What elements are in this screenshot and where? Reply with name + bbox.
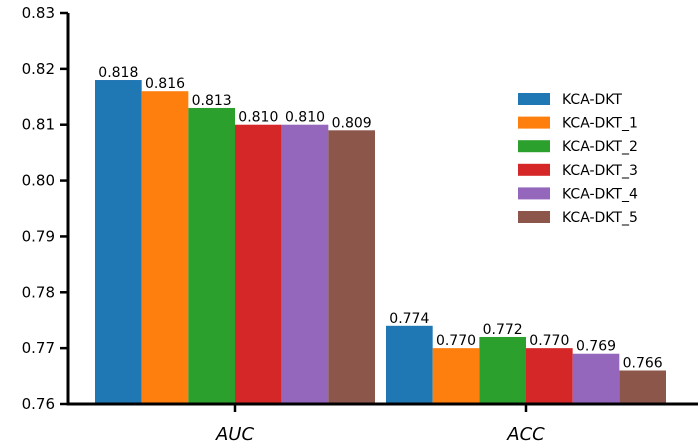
bars-layer xyxy=(95,80,666,405)
data-label-auc-series-1: 0.816 xyxy=(145,76,185,92)
data-label-acc-series-3: 0.770 xyxy=(529,333,569,349)
data-label-acc-series-0: 0.774 xyxy=(389,311,429,327)
bar-auc-series-5 xyxy=(328,130,375,405)
legend-swatch-0 xyxy=(518,93,550,105)
y-tick-label: 0.77 xyxy=(22,339,55,357)
legend-label-0: KCA-DKT xyxy=(562,92,622,108)
bar-acc-series-3 xyxy=(526,348,573,404)
data-label-acc-series-2: 0.772 xyxy=(483,322,523,338)
bar-acc-series-1 xyxy=(432,348,480,404)
x-category-label-auc: AUC xyxy=(215,424,254,445)
bar-auc-series-3 xyxy=(235,124,282,404)
legend-label-3: KCA-DKT_3 xyxy=(562,163,638,179)
x-category-label-acc: ACC xyxy=(506,424,545,445)
data-label-acc-series-5: 0.766 xyxy=(623,355,663,371)
legend-swatch-5 xyxy=(518,211,550,223)
y-tick-label: 0.82 xyxy=(22,60,55,78)
legend-swatch-4 xyxy=(518,187,550,200)
legend-swatch-2 xyxy=(518,140,550,153)
legend: KCA-DKT KCA-DKT_1 KCA-DKT_2 KCA-DKT_3 KCA-DK… xyxy=(518,92,638,226)
data-label-auc-series-2: 0.813 xyxy=(192,93,232,109)
bar-auc-series-2 xyxy=(188,107,235,404)
y-tick-label: 0.76 xyxy=(22,395,55,413)
axes-layer: 0.76 0.77 0.78 0.79 0.80 0.81 0.82 0.83 AUC ACC xyxy=(22,4,698,445)
y-tick-label: 0.79 xyxy=(22,227,55,245)
legend-label-4: KCA-DKT_4 xyxy=(562,186,638,202)
bar-acc-series-0 xyxy=(386,325,433,404)
y-tick-label: 0.80 xyxy=(22,172,55,190)
data-label-auc-series-3: 0.810 xyxy=(238,110,278,126)
legend-label-5: KCA-DKT_5 xyxy=(562,210,638,226)
bar-auc-series-1 xyxy=(141,91,189,404)
legend-label-1: KCA-DKT_1 xyxy=(562,116,638,132)
y-tick-label: 0.78 xyxy=(22,283,55,301)
legend-swatch-1 xyxy=(518,116,550,129)
y-tick-label: 0.83 xyxy=(22,4,55,22)
legend-label-2: KCA-DKT_2 xyxy=(562,139,638,155)
bar-acc-series-5 xyxy=(619,370,666,404)
legend-swatch-3 xyxy=(518,163,550,176)
bar-acc-series-2 xyxy=(479,336,526,404)
data-label-auc-series-5: 0.809 xyxy=(332,115,372,131)
data-label-acc-series-1: 0.770 xyxy=(436,333,476,349)
data-labels-layer: 0.818 0.816 0.813 0.810 0.810 0.809 0.774 0.770… xyxy=(98,65,663,371)
y-tick-label: 0.81 xyxy=(22,116,55,134)
data-label-auc-series-4: 0.810 xyxy=(285,110,325,126)
data-label-acc-series-4: 0.769 xyxy=(576,339,616,355)
bar-auc-series-0 xyxy=(95,80,142,405)
bar-auc-series-4 xyxy=(281,124,329,404)
bar-acc-series-4 xyxy=(572,353,620,404)
data-label-auc-series-0: 0.818 xyxy=(98,65,138,81)
